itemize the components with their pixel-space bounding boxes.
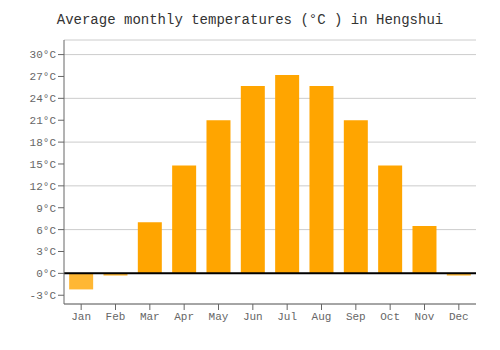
svg-text:Feb: Feb bbox=[106, 311, 126, 323]
svg-text:-3°C: -3°C bbox=[30, 290, 57, 302]
svg-text:Aug: Aug bbox=[312, 311, 332, 323]
svg-text:Dec: Dec bbox=[449, 311, 469, 323]
svg-text:Nov: Nov bbox=[415, 311, 435, 323]
svg-text:Jun: Jun bbox=[243, 311, 263, 323]
svg-text:May: May bbox=[209, 311, 229, 323]
svg-text:Oct: Oct bbox=[380, 311, 400, 323]
svg-text:Sep: Sep bbox=[346, 311, 366, 323]
svg-text:18°C: 18°C bbox=[30, 137, 57, 149]
svg-text:12°C: 12°C bbox=[30, 181, 57, 193]
svg-text:0°C: 0°C bbox=[36, 268, 56, 280]
svg-text:Apr: Apr bbox=[174, 311, 194, 323]
svg-text:6°C: 6°C bbox=[36, 225, 56, 237]
svg-text:9°C: 9°C bbox=[36, 203, 56, 215]
svg-text:3°C: 3°C bbox=[36, 246, 56, 258]
svg-text:21°C: 21°C bbox=[30, 115, 57, 127]
svg-text:15°C: 15°C bbox=[30, 159, 57, 171]
svg-text:Mar: Mar bbox=[140, 311, 160, 323]
svg-text:Jan: Jan bbox=[71, 311, 91, 323]
svg-text:24°C: 24°C bbox=[30, 93, 57, 105]
svg-text:Jul: Jul bbox=[277, 311, 297, 323]
html-text:Average monthly temperatures (: Average monthly temperatures (°C ) in He… bbox=[56, 12, 444, 28]
svg-text:27°C: 27°C bbox=[30, 71, 57, 83]
svg-text:30°C: 30°C bbox=[30, 49, 57, 61]
